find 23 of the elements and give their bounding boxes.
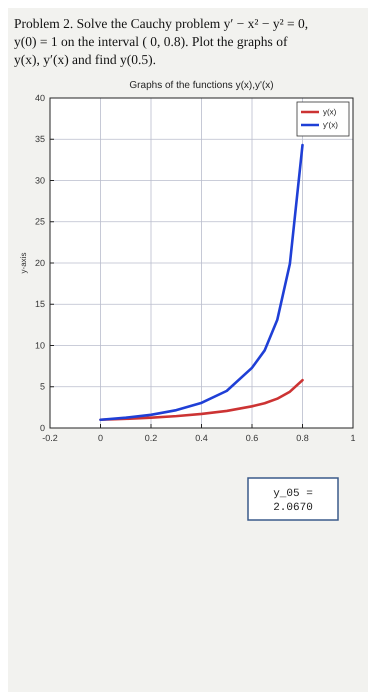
- x-tick-label: 0.4: [195, 433, 208, 443]
- y-tick-label: 10: [34, 340, 45, 350]
- x-tick-label: 1: [350, 433, 356, 443]
- y-tick-label: 25: [34, 216, 45, 227]
- x-tick-label: 0: [98, 433, 104, 443]
- y-axis-title: y-axis: [19, 252, 28, 274]
- y-tick-label: 20: [34, 258, 45, 268]
- y-tick-label: 35: [34, 134, 45, 144]
- y-tick-label: 5: [40, 382, 45, 392]
- line-series: [99, 144, 304, 422]
- x-tick-label: 0.2: [144, 433, 158, 443]
- y-tick-label: 40: [34, 92, 45, 103]
- chart-title: Graphs of the functions y(x),y'(x): [129, 80, 274, 91]
- text: y_05 = 2.0670: [273, 488, 313, 514]
- y-tick-label: 15: [34, 299, 45, 310]
- legend-label: y'(x): [323, 120, 338, 130]
- legend-label: y(x): [323, 108, 337, 117]
- y-tick-label: 30: [34, 175, 45, 186]
- x-tick-label: -0.2: [42, 433, 58, 443]
- y-tick-label: 0: [40, 422, 45, 433]
- x-tick-label: 0.6: [246, 433, 258, 443]
- x-tick-label: 0.8: [296, 433, 309, 443]
- text: Problem 2. Solve the Cauchy problem y′ − x² − y² = 0, y(0) = 1 on the interval ( 0, 0.8). Plot the graphs of y(x), y′(x) and find y(0.5).: [14, 16, 308, 67]
